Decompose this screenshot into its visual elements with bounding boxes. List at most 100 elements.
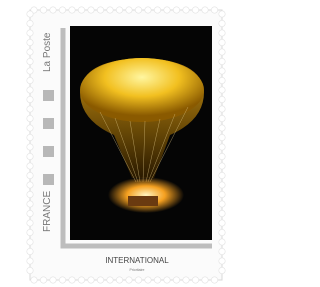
perforation <box>154 7 160 13</box>
perforation <box>97 277 103 283</box>
perforation <box>164 277 170 283</box>
perforation <box>27 267 33 273</box>
perforation <box>219 201 225 207</box>
perforation <box>27 125 33 131</box>
perforation <box>219 11 225 17</box>
perforation <box>59 7 65 13</box>
perforation <box>27 172 33 178</box>
perforation <box>27 20 33 26</box>
perforation <box>27 96 33 102</box>
perforation <box>27 106 33 112</box>
perforation <box>219 115 225 121</box>
perforation <box>27 201 33 207</box>
perforation <box>219 68 225 74</box>
perforation <box>97 7 103 13</box>
perforation <box>219 58 225 64</box>
perforation <box>219 77 225 83</box>
perforation <box>173 7 179 13</box>
perforation <box>135 277 141 283</box>
perforation <box>50 7 56 13</box>
perforation <box>31 277 37 283</box>
stamp: La Poste FRANCE INTERNATIONAL Prioritair… <box>0 0 242 287</box>
perforation <box>40 7 46 13</box>
perforation <box>126 7 132 13</box>
perforation <box>183 7 189 13</box>
perforation <box>107 7 113 13</box>
perforation <box>27 77 33 83</box>
perforation <box>27 182 33 188</box>
brand: La Poste <box>42 32 53 72</box>
perforation <box>202 277 208 283</box>
perforation <box>135 7 141 13</box>
perforation <box>219 39 225 45</box>
perforation <box>219 153 225 159</box>
perforation <box>219 239 225 245</box>
perforation <box>27 134 33 140</box>
perforation <box>192 277 198 283</box>
perforation <box>50 277 56 283</box>
perforation <box>69 7 75 13</box>
perforation <box>27 248 33 254</box>
perforation <box>211 7 217 13</box>
perforation <box>211 277 217 283</box>
perforation <box>219 125 225 131</box>
perforation <box>40 277 46 283</box>
perforation <box>219 267 225 273</box>
service: Prioritaire <box>130 268 145 272</box>
perforation <box>145 277 151 283</box>
perforation <box>27 58 33 64</box>
perforation <box>69 277 75 283</box>
perforation <box>107 277 113 283</box>
perforation <box>219 258 225 264</box>
perforation <box>59 277 65 283</box>
perforation <box>27 11 33 17</box>
perforation <box>78 7 84 13</box>
country: FRANCE <box>42 191 53 232</box>
page: La Poste FRANCE INTERNATIONAL Prioritair… <box>0 0 242 287</box>
rate: INTERNATIONAL <box>105 256 169 265</box>
perforation <box>219 106 225 112</box>
perforation <box>202 7 208 13</box>
perforation <box>219 172 225 178</box>
perforation <box>219 20 225 26</box>
perforation <box>173 277 179 283</box>
perforation <box>27 239 33 245</box>
perforation <box>27 220 33 226</box>
perforation <box>27 153 33 159</box>
perforation <box>27 144 33 150</box>
perforation <box>164 7 170 13</box>
photo <box>70 26 212 240</box>
perforation <box>27 68 33 74</box>
perforation <box>27 163 33 169</box>
perforation <box>27 191 33 197</box>
perforation <box>219 30 225 36</box>
perforation <box>192 7 198 13</box>
perforation <box>27 210 33 216</box>
perforation <box>27 229 33 235</box>
perforation <box>219 229 225 235</box>
perforation <box>27 87 33 93</box>
perforation <box>145 7 151 13</box>
perforation <box>219 96 225 102</box>
perforation <box>219 210 225 216</box>
perforation <box>88 7 94 13</box>
perforation <box>219 49 225 55</box>
perforation <box>219 248 225 254</box>
perforation <box>78 277 84 283</box>
perforation <box>88 277 94 283</box>
perforation <box>116 7 122 13</box>
perforation <box>219 191 225 197</box>
perforation <box>27 49 33 55</box>
perforation <box>219 163 225 169</box>
perforation <box>27 39 33 45</box>
perforation <box>183 277 189 283</box>
perforation <box>27 258 33 264</box>
perforation <box>219 134 225 140</box>
perforation <box>116 277 122 283</box>
perforation <box>219 182 225 188</box>
perforation <box>219 144 225 150</box>
perforation <box>27 30 33 36</box>
perforation <box>154 277 160 283</box>
perforation <box>219 220 225 226</box>
perforation <box>126 277 132 283</box>
